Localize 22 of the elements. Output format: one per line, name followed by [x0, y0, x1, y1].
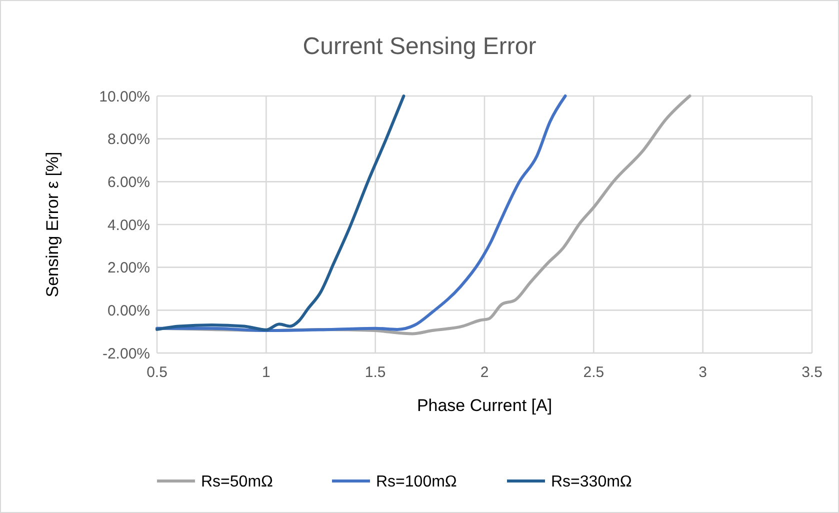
chart-title: Current Sensing Error	[302, 33, 536, 60]
legend-label: Rs=50mΩ	[201, 474, 274, 491]
y-tick-label: 6.00%	[107, 174, 150, 191]
line-series	[156, 94, 567, 332]
x-axis-title: Phase Current [A]	[416, 396, 552, 415]
y-tick-label: 0.00%	[107, 302, 150, 320]
y-tick-label: 2.00%	[107, 260, 150, 277]
y-tick-label: 8.00%	[107, 131, 150, 148]
x-tick-label: 2	[480, 364, 489, 381]
y-axis-title: Sensing Error ε [%]	[43, 152, 62, 298]
x-tick-label: 2.5	[583, 364, 604, 381]
legend-label: Rs=100mΩ	[376, 474, 457, 491]
x-tick-label: 1.5	[364, 364, 386, 381]
x-tick-label: 1	[262, 364, 270, 381]
x-tick-label: 0.5	[146, 364, 168, 381]
y-tick-label: 4.00%	[107, 216, 150, 234]
line-series	[156, 94, 406, 332]
x-tick-label: 3	[698, 364, 708, 381]
legend-label: Rs=330mΩ	[551, 474, 632, 491]
x-tick-label: 3.5	[802, 364, 822, 381]
y-tick-label: -2.00%	[102, 345, 150, 362]
y-tick-label: 10.00%	[99, 88, 150, 106]
